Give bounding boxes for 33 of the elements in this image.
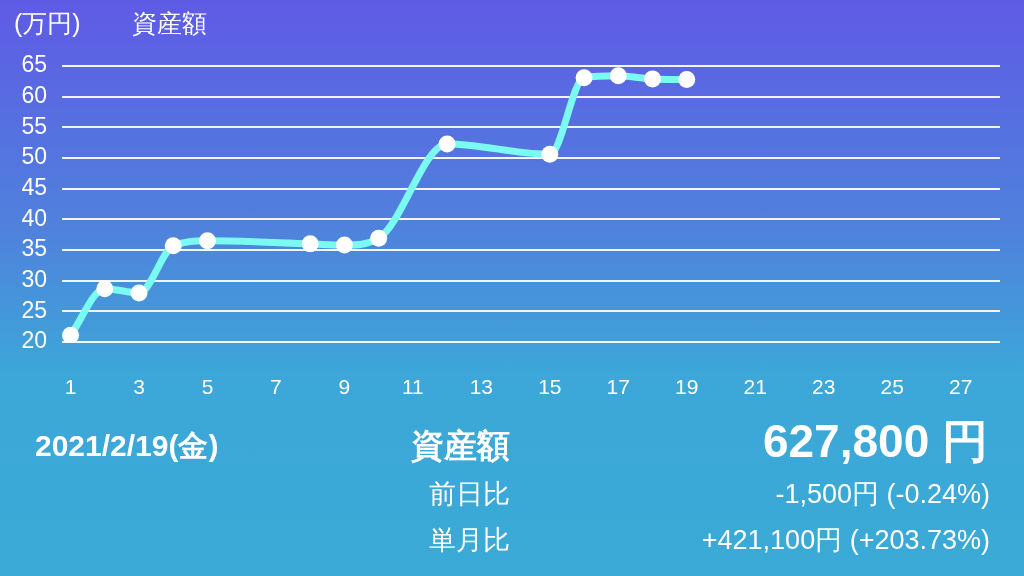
- y-tick-label: 30: [21, 266, 47, 293]
- text: 前日比: [429, 478, 510, 511]
- x-tick-label: 21: [743, 375, 767, 399]
- x-tick-label: 1: [64, 375, 77, 399]
- x-tick-label: 13: [469, 375, 494, 399]
- text: -1,500円 (-0.24%): [775, 478, 990, 511]
- chart-title: 資産額: [132, 8, 207, 38]
- text: 627,800 円: [762, 414, 988, 469]
- y-tick-label: 50: [21, 143, 47, 170]
- y-tick-label: 40: [21, 204, 47, 231]
- x-tick-label: 23: [812, 375, 836, 399]
- y-tick-label: 25: [21, 296, 47, 323]
- y-tick-label: 20: [21, 327, 47, 354]
- y-tick-label: 55: [21, 112, 47, 139]
- x-tick-label: 15: [538, 375, 562, 399]
- x-tick-label: 3: [133, 375, 145, 399]
- text: 単月比: [429, 524, 510, 557]
- y-tick-label: 45: [21, 174, 47, 201]
- y-axis-title: (万円): [14, 8, 81, 38]
- x-tick-label: 19: [675, 375, 699, 399]
- text: 2021/2/19(金): [35, 428, 219, 464]
- x-tick-label: 7: [270, 375, 282, 399]
- x-tick-label: 25: [880, 375, 904, 399]
- x-tick-label: 27: [948, 375, 973, 399]
- y-tick-label: 60: [21, 82, 47, 109]
- x-tick-label: 9: [338, 375, 351, 399]
- text: 資産額: [411, 426, 510, 466]
- x-tick-label: 5: [201, 375, 214, 399]
- x-tick-label: 11: [401, 375, 424, 399]
- y-tick-label: 65: [21, 51, 47, 78]
- text: +421,100円 (+203.73%): [701, 524, 990, 557]
- y-tick-label: 35: [21, 235, 47, 262]
- x-tick-label: 17: [606, 375, 630, 399]
